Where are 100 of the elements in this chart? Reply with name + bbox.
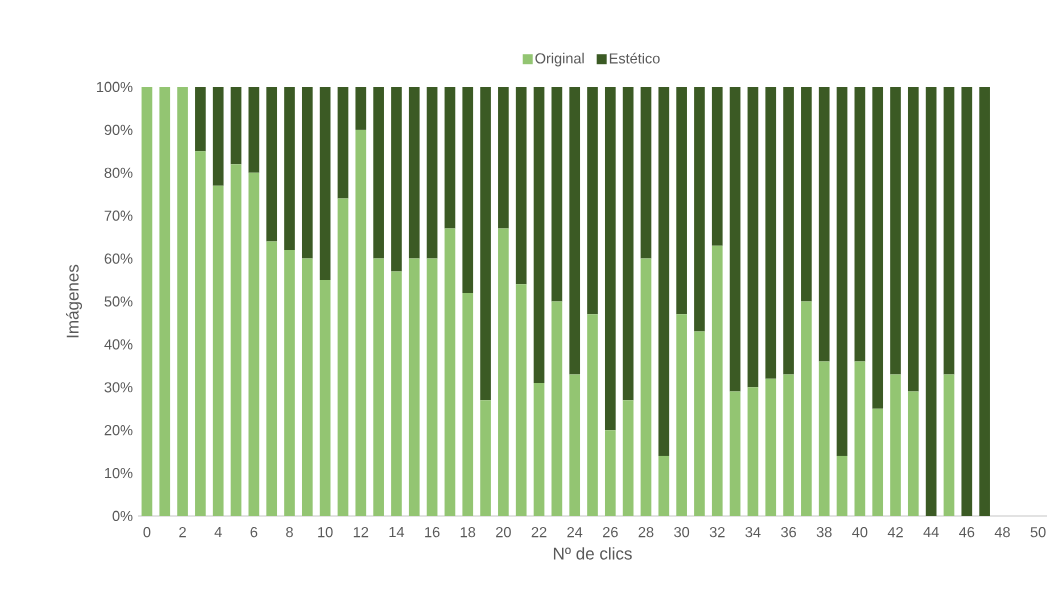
bar <box>195 151 206 516</box>
bar <box>694 331 705 516</box>
bar <box>872 86 884 409</box>
x-tick-label: 26 <box>603 527 618 538</box>
bar <box>355 129 367 516</box>
bar <box>569 86 581 375</box>
legend-label: Estético <box>609 52 660 64</box>
x-tick-label: 22 <box>531 527 547 538</box>
bar <box>676 314 687 516</box>
bar <box>818 361 830 516</box>
x-tick-label: 12 <box>353 527 369 538</box>
bar <box>444 228 456 516</box>
bar <box>498 86 509 229</box>
bar <box>676 86 687 315</box>
bar <box>284 250 295 516</box>
bar <box>979 86 990 516</box>
x-tick-label: 4 <box>214 527 222 537</box>
y-tick-label: 60% <box>104 253 133 264</box>
bar <box>622 400 634 516</box>
bar <box>230 164 242 516</box>
bar <box>765 86 777 379</box>
bar <box>319 86 331 281</box>
bar <box>818 86 830 362</box>
bar <box>551 86 563 302</box>
bar <box>515 86 527 285</box>
bar <box>658 455 670 516</box>
bar <box>319 280 331 516</box>
bar <box>533 382 545 516</box>
bar <box>587 86 598 315</box>
bar <box>890 374 901 516</box>
y-tick-label: 20% <box>104 425 133 436</box>
x-tick-label: 2 <box>179 527 186 538</box>
bar <box>212 185 224 516</box>
bar <box>301 258 313 516</box>
bar <box>426 258 438 516</box>
bar <box>604 86 616 431</box>
bar <box>462 292 474 516</box>
bar <box>783 86 794 375</box>
bar <box>658 86 670 456</box>
x-tick-label: 48 <box>994 527 1010 538</box>
x-tick-label: 0 <box>143 527 151 538</box>
bar <box>836 86 848 456</box>
x-tick-label: 6 <box>250 527 258 538</box>
bar <box>195 86 206 152</box>
x-tick-label: 28 <box>638 527 654 538</box>
y-tick-label: 80% <box>104 167 133 178</box>
bar <box>640 86 652 259</box>
bar <box>551 301 563 516</box>
bar <box>337 198 349 516</box>
y-tick-label: 0% <box>112 510 133 522</box>
bar <box>408 258 420 516</box>
y-tick-label: 70% <box>104 210 133 221</box>
bar <box>373 86 384 259</box>
bar <box>729 86 741 392</box>
x-tick-label: 44 <box>923 527 939 537</box>
y-axis-title: Imágenes <box>65 264 83 338</box>
x-tick-label: 38 <box>816 527 832 538</box>
bar <box>533 86 545 383</box>
bar <box>943 374 955 516</box>
bar <box>711 86 723 246</box>
bar <box>391 271 402 516</box>
x-tick-label: 24 <box>567 527 583 538</box>
x-tick-label: 36 <box>781 527 796 538</box>
bar <box>444 86 456 229</box>
x-tick-label: 50 <box>1030 527 1046 538</box>
x-tick-label: 20 <box>496 527 511 538</box>
bar <box>622 86 634 401</box>
bar <box>141 86 153 516</box>
x-axis-title: Nº de clics <box>553 547 632 560</box>
y-tick-label: 90% <box>104 124 133 136</box>
bar <box>747 86 759 388</box>
bar <box>783 374 794 516</box>
bar <box>355 86 367 130</box>
x-tick-label: 10 <box>318 527 333 538</box>
y-tick-label: 10% <box>105 467 133 479</box>
bar <box>248 172 260 516</box>
bar <box>729 391 741 516</box>
bar <box>694 86 705 332</box>
bar <box>159 86 171 516</box>
bar <box>337 86 349 199</box>
bar <box>836 455 848 516</box>
bar <box>498 228 509 516</box>
x-tick-label: 18 <box>460 527 476 538</box>
bar <box>711 245 723 516</box>
x-tick-label: 40 <box>852 527 868 538</box>
bar <box>943 86 955 375</box>
x-tick-label: 34 <box>745 527 761 538</box>
y-tick-label: 30% <box>104 382 133 393</box>
y-tick-label: 50% <box>104 296 133 307</box>
bar <box>604 430 616 516</box>
bar <box>569 374 581 516</box>
bar <box>515 284 527 516</box>
bar <box>854 361 866 516</box>
bar <box>961 86 973 516</box>
bar <box>747 387 759 516</box>
bar <box>480 86 491 401</box>
bar <box>925 86 937 516</box>
bar <box>480 400 491 516</box>
x-tick-label: 46 <box>959 527 975 538</box>
bar <box>408 86 420 259</box>
